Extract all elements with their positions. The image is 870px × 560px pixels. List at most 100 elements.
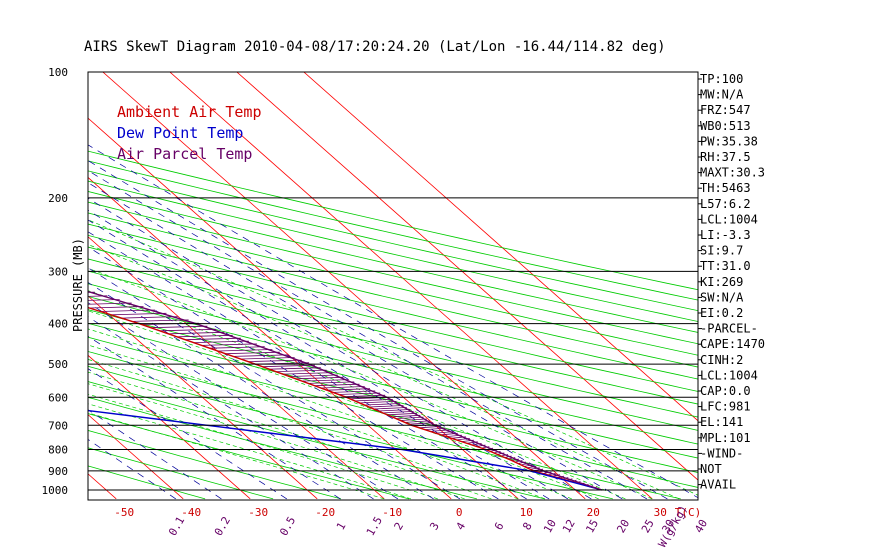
mixing-ratio-label: 25: [639, 517, 657, 535]
cape-hatch-line: [400, 418, 427, 421]
index-label: CAP:0.0: [700, 384, 751, 398]
index-label: MPL:101: [700, 431, 751, 445]
index-label: MAXT:30.3: [700, 166, 765, 180]
dry-adiabat-line: [88, 283, 698, 431]
cape-hatch-line: [409, 422, 434, 425]
dry-adiabat-line: [88, 170, 698, 312]
moist-adiabat-line: [88, 344, 546, 500]
cape-hatch-line: [209, 346, 265, 349]
dry-adiabat-line: [88, 309, 698, 459]
mixing-ratio-line: [88, 438, 176, 500]
dry-adiabat-line: [88, 465, 206, 500]
legend: Ambient Air Temp Dew Point Temp Air Parcel…: [117, 103, 262, 163]
pressure-tick-labels: 100 200 300 400 500 600 700 800 900 1000: [42, 66, 69, 497]
dry-adiabat-line: [88, 150, 698, 291]
mixing-ratio-line: [88, 267, 461, 500]
cape-hatch-line: [150, 325, 208, 329]
legend-entry: Ambient Air Temp: [117, 103, 262, 121]
mixing-ratio-line: [88, 144, 698, 499]
isobar-lines: [88, 197, 698, 491]
cape-hatch-line: [373, 407, 407, 410]
index-label: TP:100: [700, 72, 743, 86]
cape-hatch-line: [233, 354, 288, 357]
mixing-ratio-label: 40: [692, 517, 710, 535]
index-label: WB0:513: [700, 119, 751, 133]
dry-adiabat-line: [88, 246, 698, 392]
cape-hatch-line: [396, 416, 424, 419]
cape-hatch-line: [269, 367, 321, 370]
index-label: TH:5463: [700, 181, 751, 195]
index-label: FRZ:547: [700, 103, 751, 117]
cape-hatch-line: [262, 364, 316, 368]
isotherm-line: [88, 414, 184, 500]
bottom-temp-tick: -50: [114, 506, 134, 519]
mixing-ratio-line: [88, 197, 592, 500]
bottom-temp-tick: 0: [456, 506, 463, 519]
cape-hatch-line: [168, 331, 225, 335]
mixing-ratio-label: 6: [492, 520, 507, 532]
cape-hatch-line: [308, 381, 355, 384]
cape-hatch-line: [364, 403, 401, 406]
dry-adiabat-line: [88, 336, 698, 488]
bottom-temp-tick: 20: [587, 506, 600, 519]
mixing-ratio-line: [88, 160, 668, 500]
mixing-ratio-label: 2: [392, 520, 407, 532]
cape-hatch-line: [382, 411, 414, 414]
isotherm-line: [169, 72, 653, 500]
index-label: TT:31.0: [700, 259, 751, 273]
cape-hatch-line: [185, 337, 242, 341]
pressure-tick-label: 500: [48, 358, 68, 371]
mixing-ratio-label: 30: [659, 517, 677, 535]
plot-frame: [87, 71, 699, 501]
cape-hatch-line: [354, 399, 393, 402]
index-label: NOT: [700, 462, 722, 476]
pressure-tick-label: 300: [48, 265, 68, 278]
mixing-ratio-label: 0.2: [212, 514, 233, 538]
bottom-temp-tick: -20: [315, 506, 335, 519]
dry-adiabat-line: [88, 212, 698, 356]
dry-adiabat-line: [88, 180, 698, 322]
cape-hatch-line: [217, 349, 273, 352]
plot-border: [87, 71, 699, 501]
index-label: L57:6.2: [700, 197, 751, 211]
cape-hatch-line: [100, 309, 156, 312]
temperature-unit: T(C): [675, 506, 702, 519]
dry-adiabat-line: [88, 396, 477, 500]
cape-hatch-line: [0, 272, 28, 274]
bottom-temp-tick: -10: [382, 506, 402, 519]
index-label: AVAIL: [700, 478, 736, 492]
bottom-temp-tick: -30: [248, 506, 268, 519]
mixing-ratio-label: 4: [454, 520, 469, 533]
cape-hatch-line: [132, 319, 189, 322]
index-label: KI:269: [700, 275, 743, 289]
pressure-tick-label: 700: [48, 419, 68, 432]
cape-hatch-line: [314, 383, 360, 387]
moist-adiabat-line: [88, 359, 519, 500]
background-grid: [88, 72, 698, 500]
cape-hatch-line: [0, 264, 1, 266]
dry-adiabat-line: [88, 234, 698, 380]
dry-adiabat-line: [88, 201, 698, 345]
index-label: LFC:981: [700, 400, 751, 414]
mixing-ratio-label: 10: [541, 517, 559, 535]
cape-hatch-line: [404, 420, 431, 423]
cape-hatch-line: [332, 390, 376, 393]
cape-hatch-line: [275, 369, 327, 372]
moist-adiabat-line: [88, 328, 572, 500]
moist-adiabat-line: [88, 393, 438, 500]
cape-hatch-line: [344, 394, 386, 398]
dry-adiabat-line: [88, 160, 698, 301]
index-label: EL:141: [700, 415, 743, 429]
air-parcel-temp-line: [88, 290, 603, 491]
index-label: RH:37.5: [700, 150, 751, 164]
moist-adiabat-line: [88, 219, 698, 496]
chart-title: AIRS SkewT Diagram 2010-04-08/17:20:24.2…: [84, 39, 666, 55]
cape-hatch-line: [88, 295, 108, 297]
bottom-temperature-ticks: -50 -40 -30 -20 -10 0 10 20 30 T(C): [114, 506, 701, 519]
moist-adiabat-line: [88, 267, 653, 500]
mixing-ratio-line: [88, 316, 374, 500]
cape-hatch-line: [88, 299, 120, 301]
pressure-tick-label: 800: [48, 443, 68, 456]
mixing-ratio-line: [88, 368, 287, 500]
